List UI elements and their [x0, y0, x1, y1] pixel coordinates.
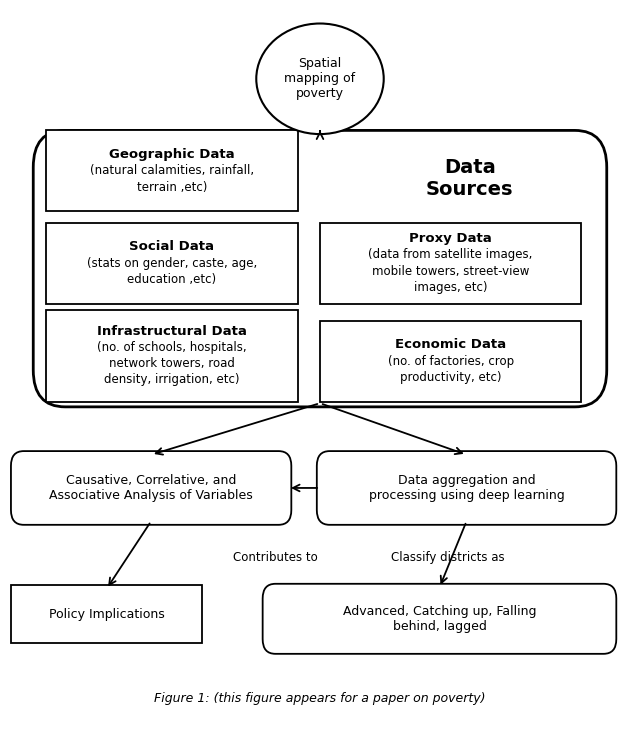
- Text: Data
Sources: Data Sources: [426, 158, 513, 199]
- Text: Policy Implications: Policy Implications: [49, 608, 164, 621]
- FancyBboxPatch shape: [320, 223, 581, 303]
- Text: Proxy Data: Proxy Data: [409, 232, 492, 245]
- Text: Economic Data: Economic Data: [395, 338, 506, 352]
- Text: education ,etc): education ,etc): [127, 273, 216, 286]
- FancyBboxPatch shape: [320, 320, 581, 402]
- Text: (no. of factories, crop: (no. of factories, crop: [388, 354, 514, 368]
- FancyBboxPatch shape: [317, 451, 616, 525]
- FancyBboxPatch shape: [46, 223, 298, 303]
- Text: Spatial
mapping of
poverty: Spatial mapping of poverty: [284, 57, 356, 101]
- Text: Contributes to: Contributes to: [233, 551, 318, 565]
- Text: Geographic Data: Geographic Data: [109, 148, 235, 161]
- Text: terrain ,etc): terrain ,etc): [137, 181, 207, 194]
- FancyBboxPatch shape: [11, 585, 202, 643]
- Text: (natural calamities, rainfall,: (natural calamities, rainfall,: [90, 164, 254, 178]
- Text: productivity, etc): productivity, etc): [400, 371, 501, 384]
- Text: Classify districts as: Classify districts as: [391, 551, 505, 565]
- Text: Figure 1: (this figure appears for a paper on poverty): Figure 1: (this figure appears for a pap…: [154, 692, 486, 704]
- FancyBboxPatch shape: [262, 584, 616, 654]
- Text: images, etc): images, etc): [414, 281, 488, 294]
- FancyBboxPatch shape: [46, 309, 298, 402]
- Text: (data from satellite images,: (data from satellite images,: [369, 249, 533, 261]
- Text: (stats on gender, caste, age,: (stats on gender, caste, age,: [87, 257, 257, 269]
- Text: mobile towers, street-view: mobile towers, street-view: [372, 265, 529, 278]
- Text: network towers, road: network towers, road: [109, 357, 235, 370]
- Text: Social Data: Social Data: [129, 240, 214, 253]
- Text: Causative, Correlative, and
Associative Analysis of Variables: Causative, Correlative, and Associative …: [49, 474, 253, 502]
- FancyBboxPatch shape: [46, 130, 298, 212]
- FancyBboxPatch shape: [11, 451, 291, 525]
- Text: (no. of schools, hospitals,: (no. of schools, hospitals,: [97, 341, 246, 354]
- FancyBboxPatch shape: [33, 130, 607, 407]
- Text: Infrastructural Data: Infrastructural Data: [97, 325, 247, 337]
- Text: density, irrigation, etc): density, irrigation, etc): [104, 374, 239, 386]
- Text: Data aggregation and
processing using deep learning: Data aggregation and processing using de…: [369, 474, 564, 502]
- Text: Advanced, Catching up, Falling
behind, lagged: Advanced, Catching up, Falling behind, l…: [343, 605, 536, 633]
- Ellipse shape: [256, 24, 384, 134]
